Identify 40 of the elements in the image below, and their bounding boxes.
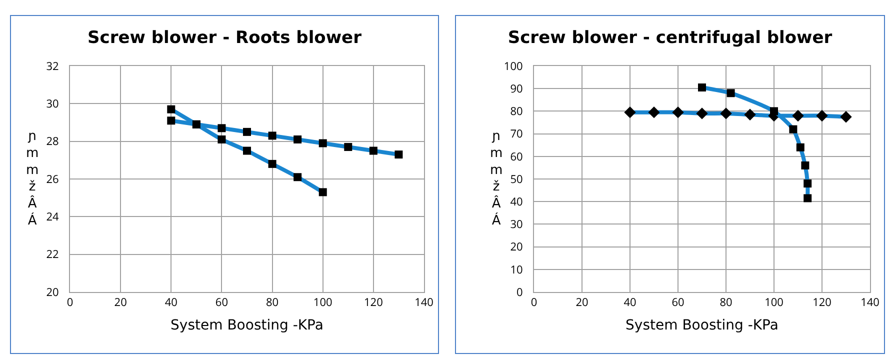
x-tick-label: 100 (313, 295, 332, 310)
y-tick-label: 30 (510, 217, 523, 232)
y-tick-label: 22 (46, 247, 59, 262)
x-tick-label: 20 (114, 295, 127, 310)
x-tick-label: 20 (576, 295, 588, 310)
y-tick-label: 40 (510, 194, 523, 210)
x-tick-label: 120 (812, 295, 832, 310)
y-tick-label: 20 (510, 240, 523, 255)
y-tick-label: 24 (46, 210, 60, 225)
y-tick-label: 90 (510, 81, 523, 96)
chart-title: Screw blower - centrifugal blower (508, 28, 833, 48)
y-axis-title: ɲmmžÂÁ (490, 129, 503, 228)
chart-title: Screw blower - Roots blower (88, 28, 362, 48)
x-tick-label: 40 (164, 295, 178, 310)
y-tick-label: 26 (46, 172, 59, 187)
y-tick-label: 70 (510, 126, 523, 142)
x-tick-label: 100 (764, 295, 784, 310)
y-tick-label: 100 (504, 58, 523, 74)
y-tick-label: 0 (516, 284, 523, 300)
y-tick-label: 50 (510, 172, 523, 187)
x-tick-label: 120 (364, 295, 383, 310)
x-tick-label: 80 (266, 295, 279, 310)
x-tick-label: 60 (672, 295, 684, 310)
y-tick-label: 80 (510, 104, 523, 120)
y-tick-label: 28 (46, 134, 59, 150)
x-axis-title: System Boosting -KPa (626, 318, 778, 334)
x-tick-label: 80 (720, 295, 732, 310)
y-tick-label: 10 (510, 262, 523, 278)
y-tick-label: 32 (46, 58, 59, 74)
y-tick-label: 20 (46, 284, 59, 300)
y-tick-label: 60 (510, 149, 523, 164)
x-tick-label: 140 (860, 295, 880, 310)
y-tick-label: 30 (46, 96, 59, 112)
x-tick-label: 40 (624, 295, 636, 310)
y-axis-title: ɲmmžÂÁ (26, 129, 39, 228)
x-tick-label: 60 (215, 295, 228, 310)
x-tick-label: 0 (66, 295, 74, 310)
x-axis-title: System Boosting -KPa (170, 318, 324, 334)
x-tick-label: 140 (414, 295, 434, 310)
x-tick-label: 0 (530, 295, 538, 310)
